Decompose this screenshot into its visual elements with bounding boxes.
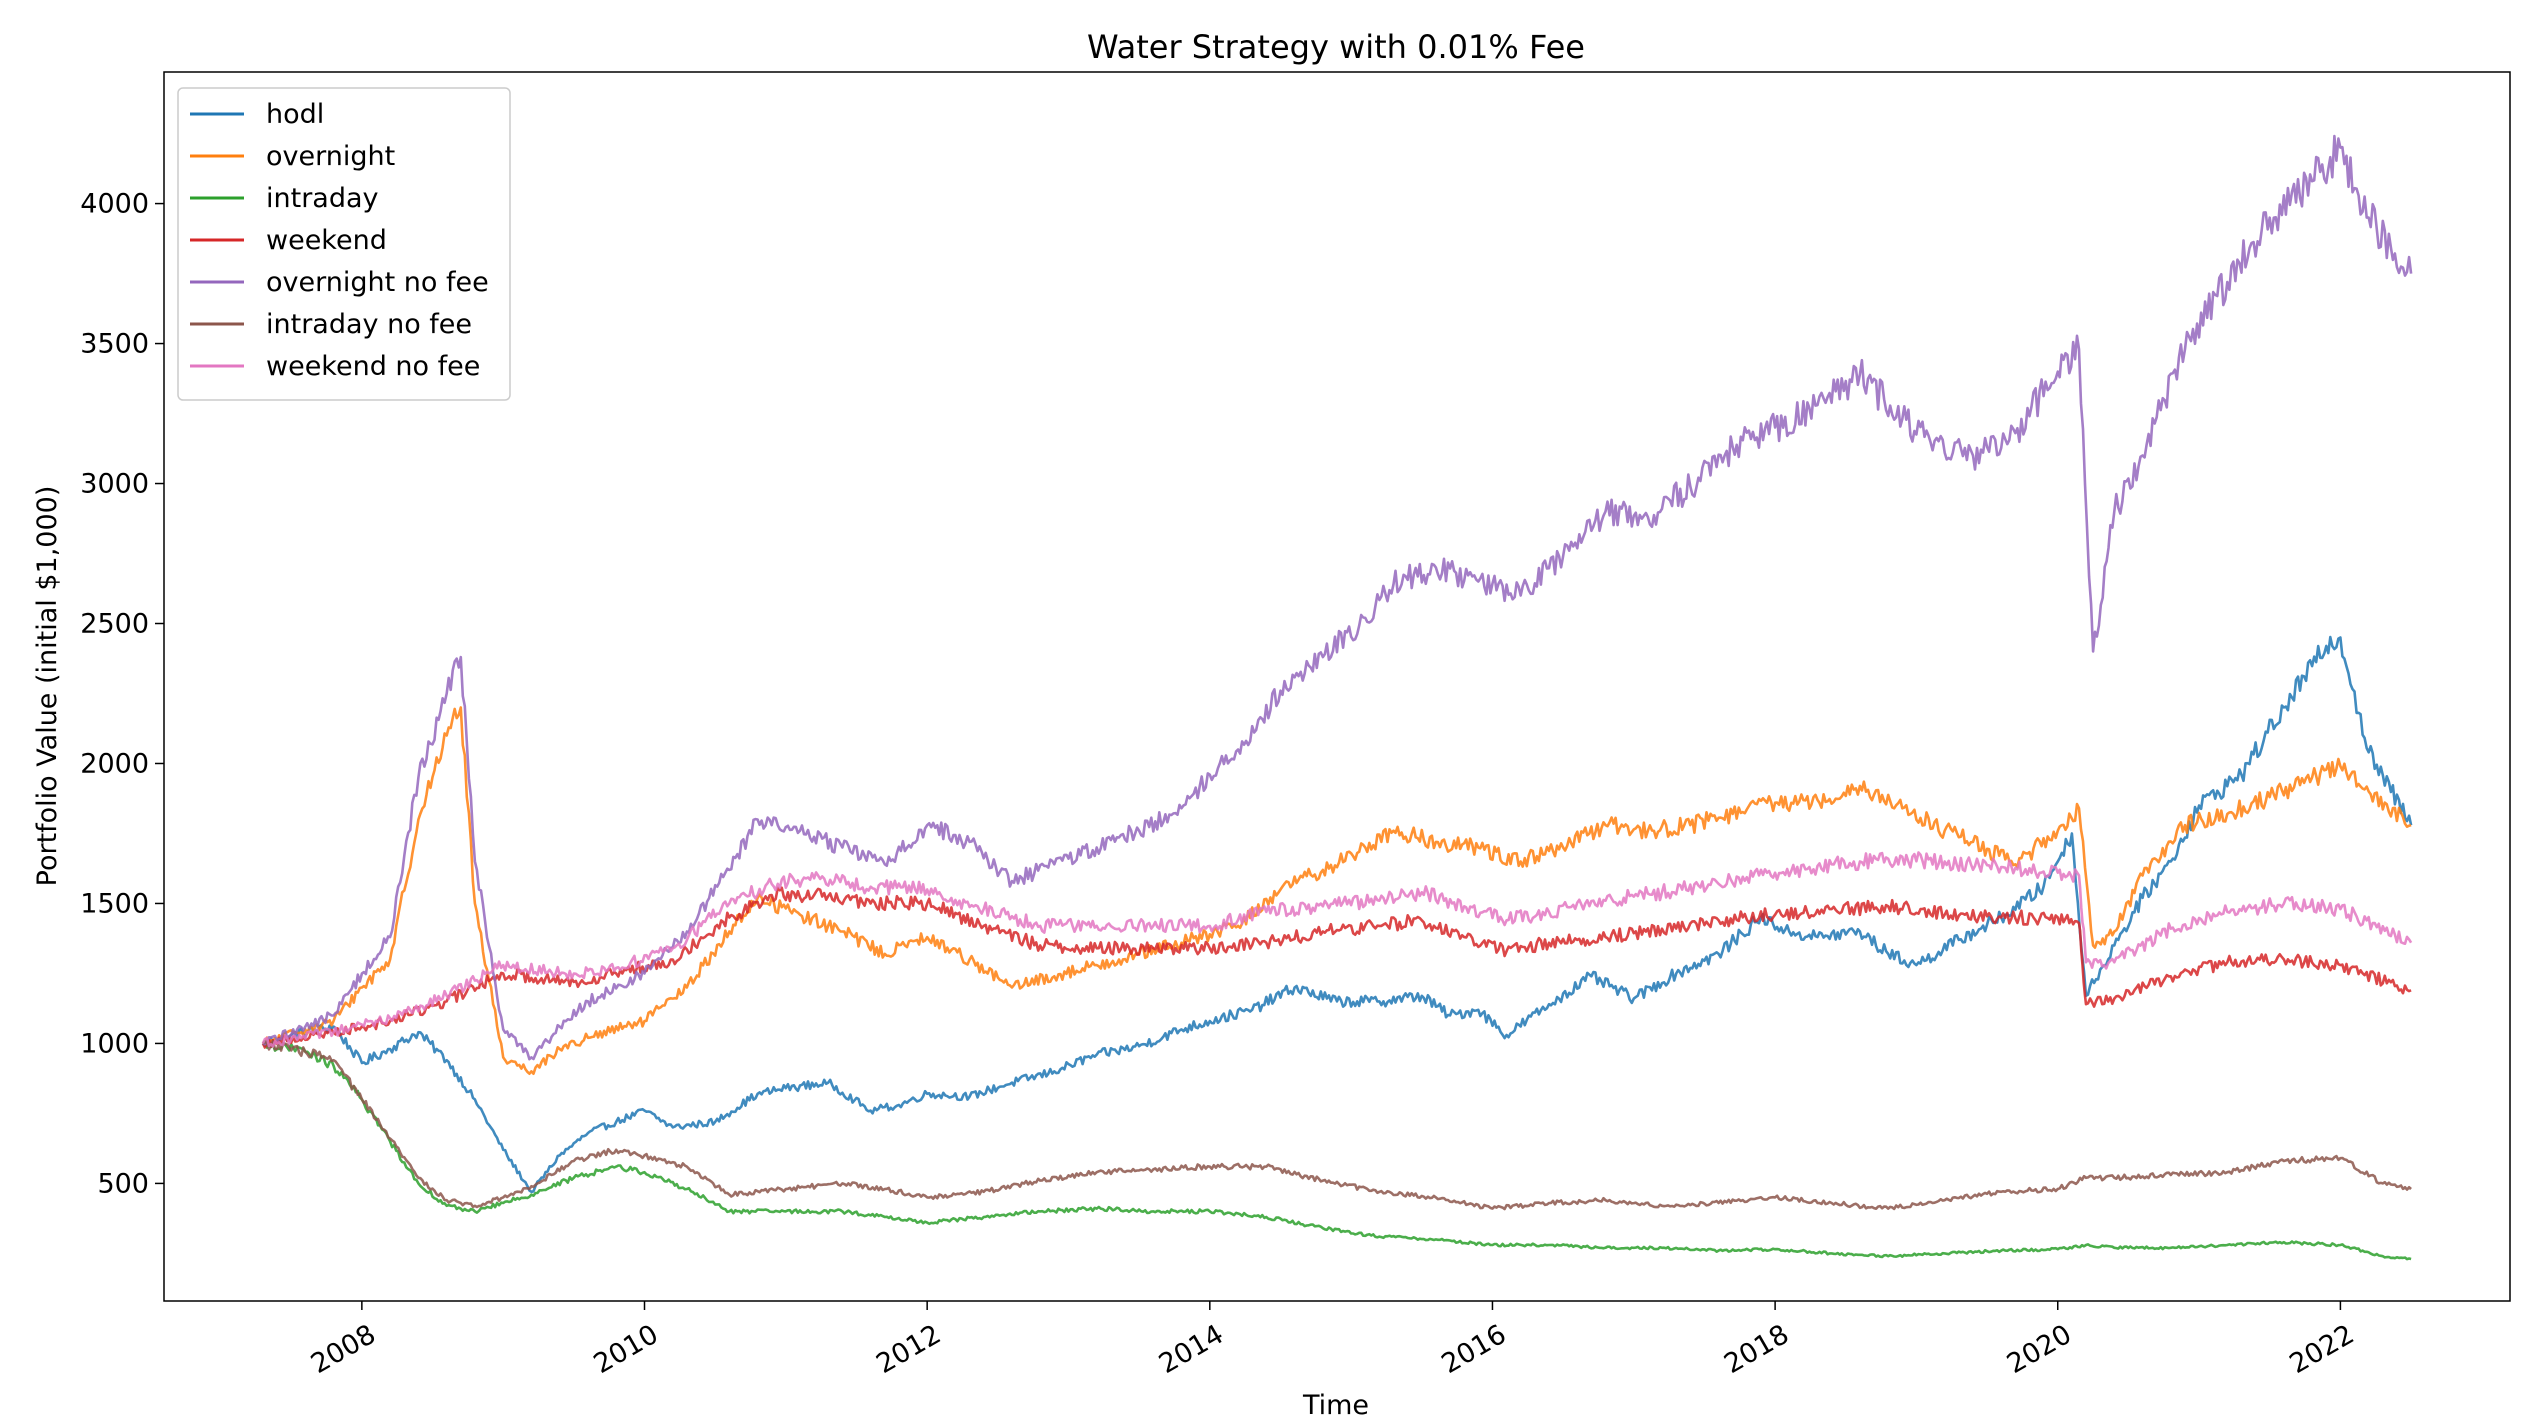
y-tick-label: 2000 xyxy=(80,748,149,779)
legend-box xyxy=(177,87,511,401)
y-tick-label: 1500 xyxy=(80,888,149,919)
y-tick-label: 4000 xyxy=(80,189,149,220)
plot-area xyxy=(163,71,2511,1302)
legend-label-weekend-no-fee: weekend no fee xyxy=(266,351,480,382)
y-tick-label: 3500 xyxy=(80,329,149,360)
y-tick-label: 1000 xyxy=(80,1028,149,1059)
legend: hodl overnight intraday weekend overnight no… xyxy=(177,87,511,401)
y-tick-label: 500 xyxy=(97,1168,149,1199)
series-line-intraday-no-fee xyxy=(262,1040,2412,1211)
y-tick-label: 3000 xyxy=(80,469,149,500)
series-line-weekend-no-fee xyxy=(261,851,2413,1048)
series-line-hodl xyxy=(261,635,2413,1194)
y-axis: 500 1000 1500 2000 2500 3000 3500 4000 xyxy=(80,189,164,1199)
legend-label-overnight-no-fee: overnight no fee xyxy=(266,267,489,298)
x-axis-label: Time xyxy=(1302,1390,1369,1421)
series-line-overnight-no-fee xyxy=(262,134,2413,1061)
legend-label-intraday: intraday xyxy=(266,183,379,214)
legend-label-weekend: weekend xyxy=(266,225,387,256)
series-line-weekend xyxy=(261,886,2412,1049)
y-axis-label: Portfolio Value (initial $1,000) xyxy=(32,486,63,887)
series-group xyxy=(261,134,2413,1261)
legend-label-intraday-no-fee: intraday no fee xyxy=(266,309,472,340)
chart-title: Water Strategy with 0.01% Fee xyxy=(1087,28,1585,66)
y-tick-label: 2500 xyxy=(80,609,149,640)
legend-label-overnight: overnight xyxy=(266,141,395,172)
series-line-overnight xyxy=(262,706,2412,1075)
axes-frame xyxy=(163,71,2511,1302)
legend-label-hodl: hodl xyxy=(266,99,324,130)
series-line-intraday xyxy=(261,1039,2412,1261)
